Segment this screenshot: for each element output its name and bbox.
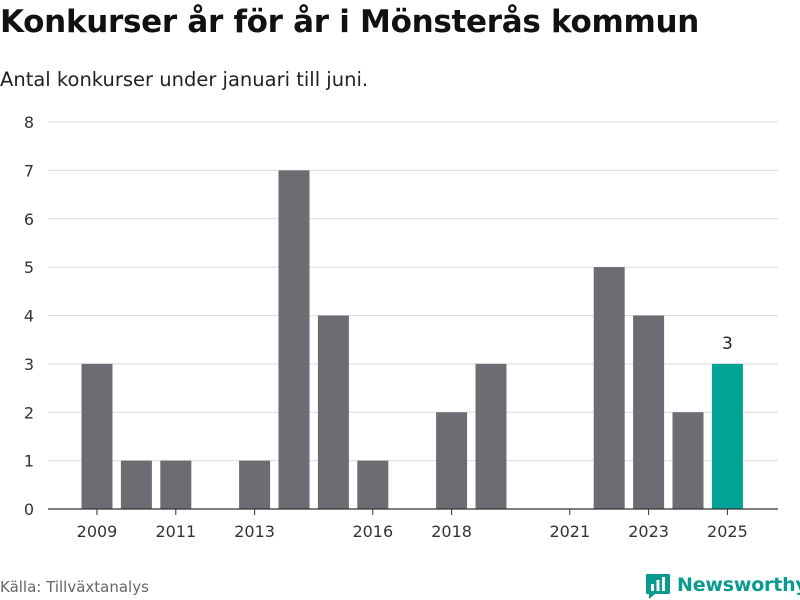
y-tick-label: 5 — [24, 258, 34, 277]
bar-2025 — [711, 363, 743, 509]
x-tick-label: 2009 — [77, 522, 118, 541]
x-tick-label: 2018 — [431, 522, 472, 541]
bars — [81, 170, 743, 509]
bar-2009 — [81, 363, 113, 509]
y-tick-label: 3 — [24, 355, 34, 374]
newsworthy-logo-icon — [646, 574, 670, 599]
bar-2019 — [475, 363, 507, 509]
x-tick-label: 2016 — [352, 522, 393, 541]
bar-2010 — [120, 460, 152, 509]
y-tick-label: 4 — [24, 307, 34, 326]
x-tick-label: 2023 — [628, 522, 669, 541]
bar-2018 — [436, 412, 468, 509]
y-tick-label: 6 — [24, 210, 34, 229]
x-tick-label: 2013 — [234, 522, 275, 541]
bar-2022 — [593, 267, 625, 509]
x-tick-label: 2011 — [155, 522, 196, 541]
bar-2014 — [278, 170, 310, 509]
chart-title: Konkurser år för år i Mönsterås kommun — [0, 4, 700, 40]
bar-2011 — [160, 460, 192, 509]
y-tick-label: 0 — [24, 500, 34, 519]
y-tick-label: 2 — [24, 403, 34, 422]
y-tick-label: 8 — [24, 113, 34, 132]
y-tick-label: 7 — [24, 161, 34, 180]
x-tick-label: 2021 — [549, 522, 590, 541]
bar-2024 — [672, 412, 704, 509]
brand-name: Newsworthy — [677, 574, 800, 596]
newsworthy-logo: Newsworthy — [645, 570, 800, 600]
chart-subtitle: Antal konkurser under januari till juni. — [0, 68, 369, 91]
y-tick-label: 1 — [24, 452, 34, 471]
data-label-2025: 3 — [722, 334, 733, 354]
y-tick-labels: 0 1 2 3 4 5 6 7 8 — [24, 113, 34, 519]
bar-2016 — [357, 460, 389, 509]
x-tick-labels: 2009 2011 2013 2016 2018 2021 2023 2025 — [77, 509, 748, 541]
data-labels: 3 — [722, 334, 733, 354]
bar-2013 — [239, 460, 271, 509]
bar-2015 — [317, 315, 349, 509]
source-note: Källa: Tillväxtanalys — [0, 578, 149, 596]
x-tick-label: 2025 — [707, 522, 748, 541]
bar-2023 — [633, 315, 665, 509]
grid-lines — [48, 121, 778, 462]
